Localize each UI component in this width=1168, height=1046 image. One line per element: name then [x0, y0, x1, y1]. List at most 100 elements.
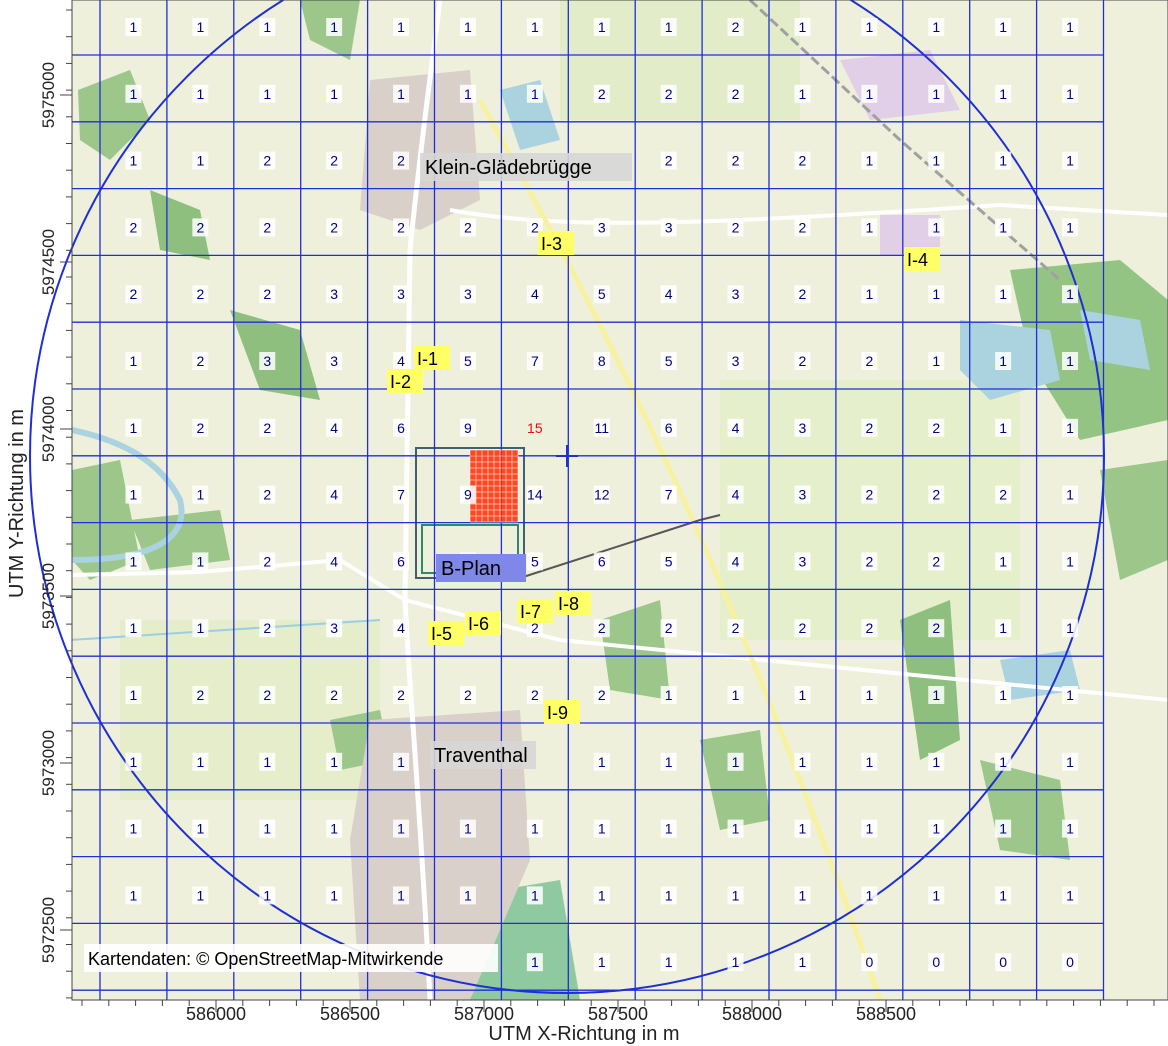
grid-value: 1	[932, 821, 940, 837]
grid-value: 1	[397, 86, 405, 102]
grid-value-bg	[794, 953, 811, 972]
grid-value-bg	[326, 552, 343, 571]
svg-text:Kartendaten: © OpenStreetMap-M: Kartendaten: © OpenStreetMap-Mitwirkende	[88, 949, 443, 969]
grid-value-bg	[393, 819, 410, 838]
plot-frame	[71, 0, 1168, 1001]
grid-value: 2	[330, 219, 338, 235]
grid-value-bg	[393, 218, 410, 237]
grid-value-bg	[1062, 485, 1079, 504]
receptor-label: I-5	[431, 624, 452, 644]
grid-value-bg	[660, 752, 677, 771]
grid-value: 2	[330, 687, 338, 703]
grid-value-bg	[1062, 819, 1079, 838]
grid-value: 2	[263, 420, 271, 436]
grid-value: 2	[598, 687, 606, 703]
grid-value-bg	[660, 686, 677, 704]
grid-value-bg	[593, 686, 610, 704]
grid-value-bg	[928, 619, 945, 638]
grid-value: 1	[665, 954, 673, 970]
receptor-label-bg	[387, 369, 423, 393]
grid-value: 2	[196, 286, 204, 302]
grid-value: 1	[263, 821, 271, 837]
grid-value: 2	[263, 487, 271, 503]
grid-value-bg	[861, 485, 878, 504]
x-axis-label: UTM X-Richtung in m	[488, 1023, 680, 1045]
grid-value: 1	[598, 821, 606, 837]
grid-value-bg	[192, 886, 209, 905]
grid-value: 2	[196, 420, 204, 436]
grid-value-bg	[526, 886, 543, 905]
grid-value: 5	[531, 553, 539, 569]
grid-value-bg	[727, 18, 744, 36]
grid-value: 2	[531, 219, 539, 235]
grid-value: 1	[865, 19, 873, 35]
grid-value-bg	[1062, 752, 1079, 771]
grid-value: 1	[999, 219, 1007, 235]
grid-value: 1	[263, 754, 271, 770]
grid-value-bg	[995, 485, 1012, 504]
grid-value-bg	[326, 18, 343, 36]
grid-value: 1	[932, 286, 940, 302]
grid-value: 1	[130, 887, 138, 903]
grid-value: 1	[732, 754, 740, 770]
grid-value-bg	[995, 84, 1012, 103]
receptor-label-bg	[465, 611, 501, 635]
grid-value: 1	[932, 86, 940, 102]
grid-value-bg	[459, 218, 476, 237]
grid-value-bg	[660, 819, 677, 838]
grid-value: 1	[1066, 553, 1074, 569]
grid-value: 1	[397, 887, 405, 903]
grid-value-bg	[526, 84, 543, 103]
grid-value-bg	[1062, 285, 1079, 304]
grid-value: 2	[932, 620, 940, 636]
assessment-circle	[29, 0, 1105, 994]
grid-value: 1	[665, 19, 673, 35]
grid-value-bg	[1062, 953, 1079, 972]
grid-value-bg	[526, 686, 543, 704]
grid-value: 2	[799, 286, 807, 302]
receptor-label-bg	[904, 247, 940, 271]
grid-value-bg	[928, 819, 945, 838]
grid-value-bg	[861, 151, 878, 170]
grid-value: 1	[665, 821, 673, 837]
grid-value-bg	[794, 552, 811, 571]
x-tick-label: 586000	[186, 1004, 246, 1024]
grid-value: 4	[330, 487, 338, 503]
grid-value: 2	[263, 687, 271, 703]
grid-value: 2	[464, 219, 472, 235]
grid-value: 1	[196, 19, 204, 35]
grid-value-bg	[259, 819, 276, 838]
grid-value-bg	[660, 552, 677, 571]
grid-value: 3	[732, 286, 740, 302]
receptor-label-bg	[517, 599, 553, 623]
grid-value: 2	[263, 219, 271, 235]
grid-value-bg	[928, 18, 945, 36]
receptor-label: I-2	[390, 372, 411, 392]
grid-value: 1	[865, 153, 873, 169]
grid-value-bg	[192, 84, 209, 103]
grid-value: 1	[130, 553, 138, 569]
grid-value-bg	[794, 352, 811, 370]
grid-value-bg	[192, 218, 209, 237]
grid-value: 0	[1066, 954, 1074, 970]
grid-value: 3	[665, 219, 673, 235]
grid-value: 1	[1066, 687, 1074, 703]
grid-value-bg	[995, 352, 1012, 370]
grid-value: 2	[732, 19, 740, 35]
grid-value-bg	[995, 686, 1012, 704]
grid-value-bg	[259, 886, 276, 905]
grid-value: 7	[531, 353, 539, 369]
grid-value: 1	[1066, 887, 1074, 903]
grid-value: 3	[330, 286, 338, 302]
grid-value-bg	[326, 84, 343, 103]
svg-text:Klein-Glädebrügge: Klein-Glädebrügge	[425, 157, 592, 179]
grid-value-bg	[125, 485, 142, 504]
grid-value-bg	[393, 686, 410, 704]
grid-value: 1	[464, 86, 472, 102]
receptor-label-bg	[538, 231, 574, 255]
grid-value-bg	[259, 619, 276, 638]
grid-value: 0	[999, 954, 1007, 970]
grid-value-bg	[861, 84, 878, 103]
x-axis: 586000 586500 587000 587500 588000 588500	[81, 1000, 1155, 1024]
grid-value-bg	[794, 686, 811, 704]
